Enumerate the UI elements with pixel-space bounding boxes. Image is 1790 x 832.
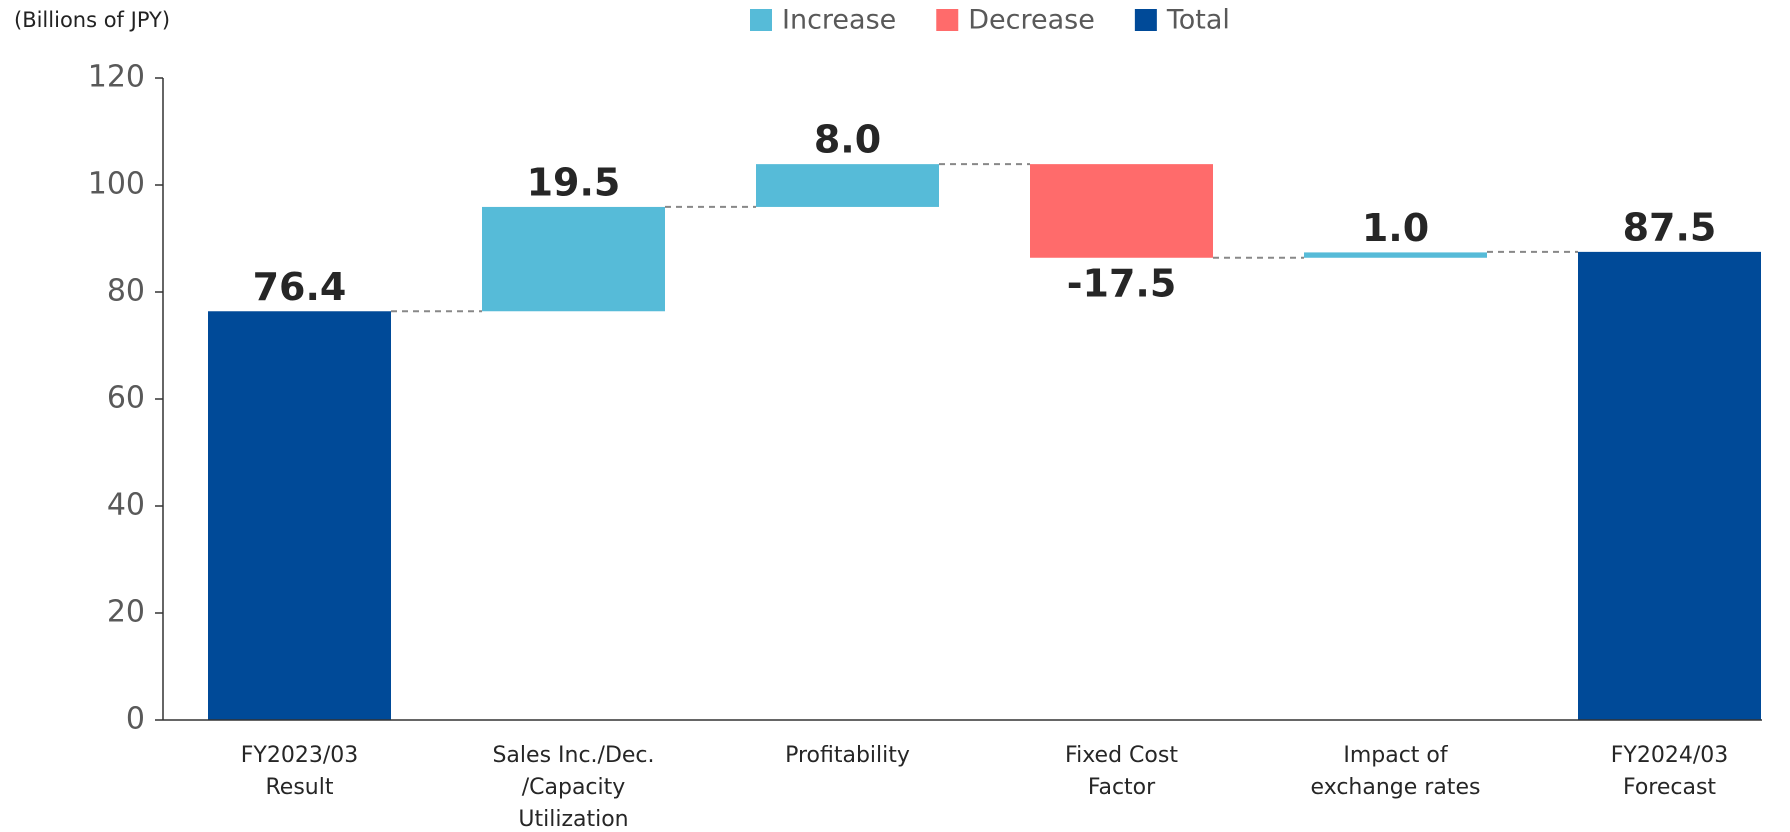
x-tick-label: FY2024/03 — [1611, 743, 1729, 768]
data-label: -17.5 — [1067, 261, 1177, 305]
y-tick-label: 20 — [107, 595, 145, 630]
y-tick-label: 80 — [107, 274, 145, 309]
data-label: 19.5 — [527, 160, 621, 204]
x-tick-label: Utilization — [518, 807, 628, 832]
unit-label: (Billions of JPY) — [14, 8, 170, 32]
y-tick-label: 0 — [126, 702, 145, 737]
data-label: 8.0 — [814, 118, 881, 162]
y-tick-label: 40 — [107, 488, 145, 523]
data-label: 76.4 — [253, 265, 347, 309]
x-tick-label: Factor — [1088, 775, 1156, 800]
bar — [1030, 164, 1213, 258]
x-tick-label: Profitability — [785, 743, 910, 768]
x-tick-label: /Capacity — [522, 775, 626, 800]
legend-label: Increase — [782, 5, 896, 36]
x-tick-label: Fixed Cost — [1065, 743, 1178, 768]
y-tick-label: 60 — [107, 381, 145, 416]
bar — [756, 164, 939, 207]
legend-swatch — [1134, 9, 1157, 31]
x-tick-label: Sales Inc./Dec. — [492, 743, 654, 768]
bar — [482, 206, 665, 312]
data-label: 1.0 — [1362, 206, 1429, 250]
legend-swatch — [750, 9, 772, 31]
legend-label: Decrease — [968, 5, 1095, 36]
legend-label: Total — [1166, 5, 1230, 36]
x-tick-label: FY2023/03 — [241, 743, 359, 768]
legend-swatch — [936, 9, 959, 31]
x-tick-label: Forecast — [1623, 775, 1716, 800]
data-label: 87.5 — [1623, 205, 1717, 249]
bar — [1578, 251, 1761, 720]
bar — [208, 311, 391, 720]
y-tick-label: 100 — [88, 167, 145, 202]
x-tick-label: Impact of — [1343, 743, 1449, 768]
x-tick-label: exchange rates — [1311, 775, 1481, 800]
y-tick-label: 120 — [88, 60, 145, 95]
x-tick-label: Result — [266, 775, 334, 800]
bar — [1304, 252, 1487, 258]
